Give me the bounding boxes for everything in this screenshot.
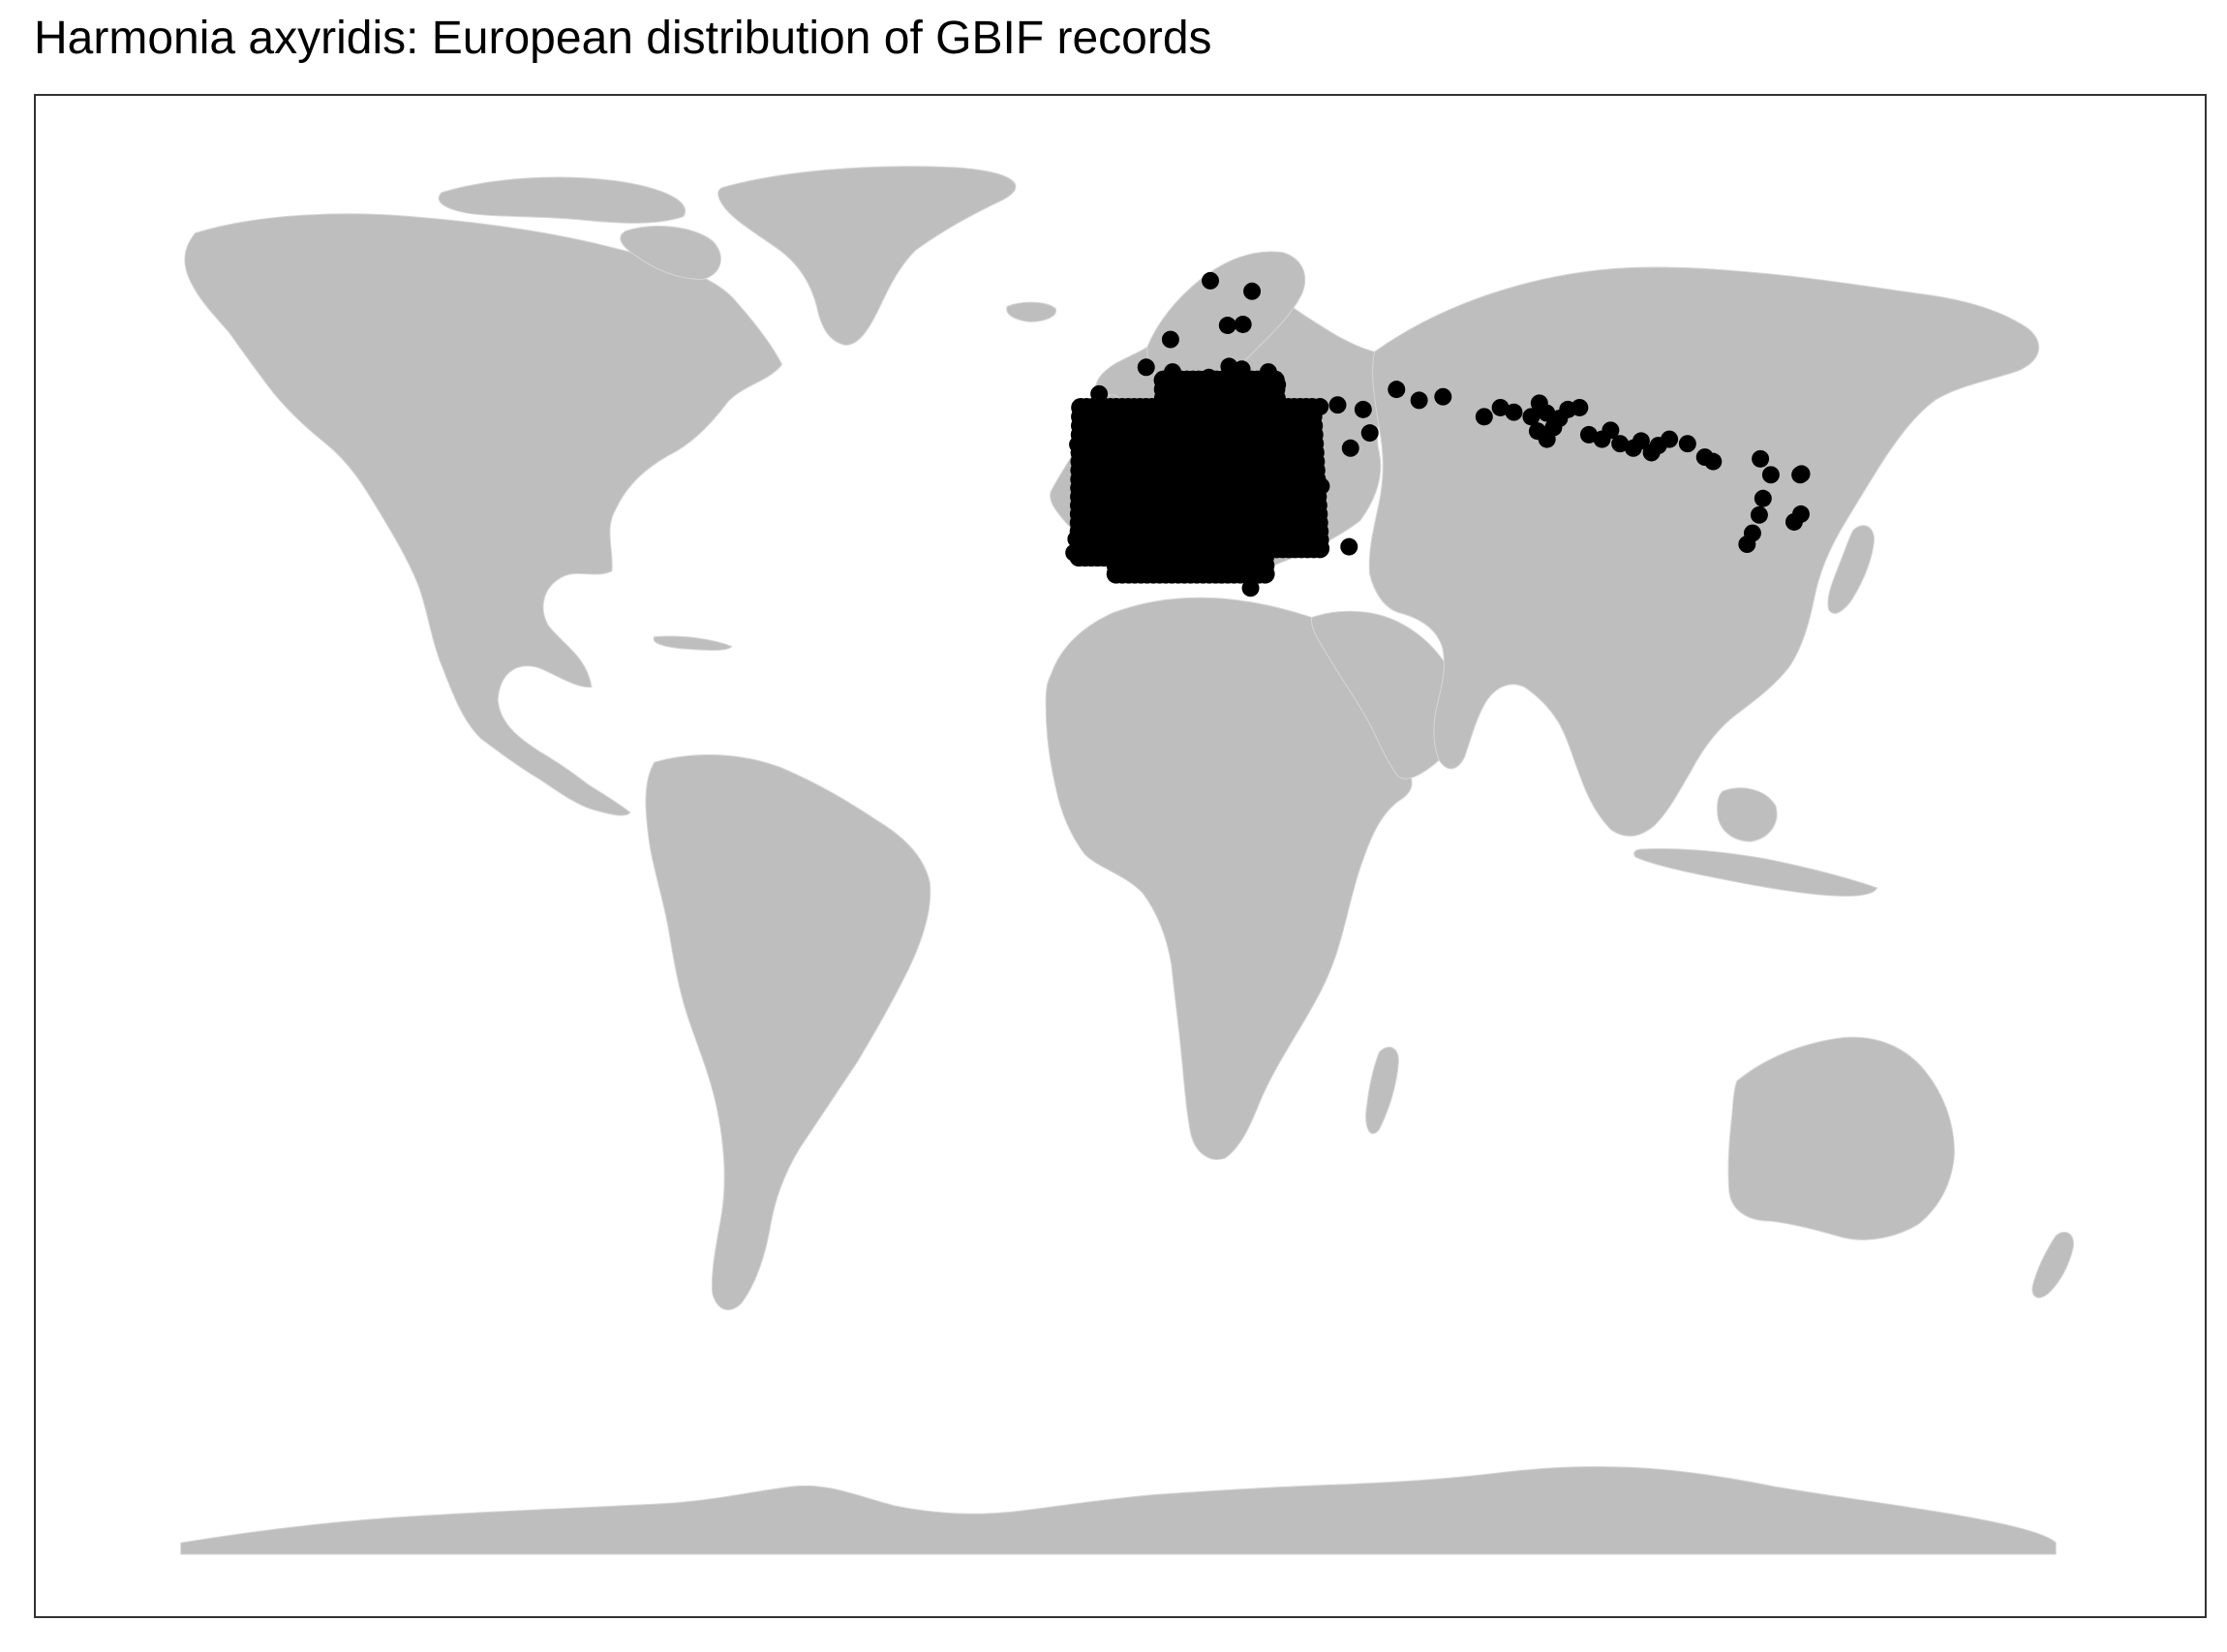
land-asia: [1368, 266, 2040, 837]
land-arabia: [1311, 610, 1463, 780]
record-point: [1571, 399, 1589, 416]
record-point: [1602, 421, 1620, 440]
record-point: [1579, 425, 1598, 444]
record-point: [1761, 466, 1780, 484]
record-point: [1792, 465, 1811, 483]
land-greenland: [717, 166, 1017, 346]
record-point: [1750, 505, 1768, 524]
record-point: [1738, 535, 1756, 553]
record-point: [1475, 408, 1493, 426]
records-layer: [1065, 271, 1811, 597]
record-point: [1491, 399, 1510, 416]
land-caribbean: [653, 635, 733, 652]
record-point: [1505, 403, 1523, 421]
world-map: [180, 166, 2074, 1555]
record-point: [1410, 391, 1428, 410]
land-australia: [1727, 1036, 1955, 1240]
land-layer: [180, 166, 2074, 1555]
record-point: [1234, 316, 1252, 333]
record-point: [1661, 430, 1679, 448]
land-baffin: [620, 226, 721, 281]
record-point: [1328, 396, 1347, 414]
record-point: [1302, 398, 1323, 417]
record-point: [1243, 282, 1262, 300]
land-indonesia: [1633, 848, 1878, 897]
land-antarctica: [180, 1466, 2057, 1555]
record-point: [1161, 330, 1179, 349]
record-point: [1341, 439, 1359, 457]
land-iceland: [1006, 301, 1057, 322]
land-japan: [1827, 525, 1876, 614]
land-arctic-islands: [438, 176, 686, 224]
record-point: [1137, 358, 1155, 377]
land-north-america: [184, 213, 783, 816]
record-point: [1791, 505, 1810, 523]
record-point: [1241, 579, 1260, 597]
record-point: [1522, 408, 1541, 426]
record-point: [1704, 452, 1723, 471]
record-point: [1354, 400, 1372, 418]
record-point: [1202, 271, 1220, 290]
land-south-america: [645, 753, 931, 1311]
land-madagascar: [1365, 1046, 1399, 1135]
record-point: [1340, 537, 1358, 556]
land-new-zealand: [2031, 1232, 2074, 1299]
record-point: [1754, 489, 1772, 507]
record-point: [1218, 317, 1236, 334]
land-borneo: [1717, 787, 1778, 842]
record-point: [1678, 435, 1696, 453]
record-point: [1434, 387, 1452, 406]
record-point: [1611, 435, 1630, 453]
record-point: [1265, 370, 1285, 390]
map-title: Harmonia axyridis: European distribution…: [34, 13, 1212, 64]
map-panel: [34, 94, 2207, 1618]
record-point: [1388, 381, 1406, 399]
record-point: [1752, 449, 1770, 468]
record-point: [1360, 424, 1379, 443]
record-point: [1632, 432, 1650, 450]
